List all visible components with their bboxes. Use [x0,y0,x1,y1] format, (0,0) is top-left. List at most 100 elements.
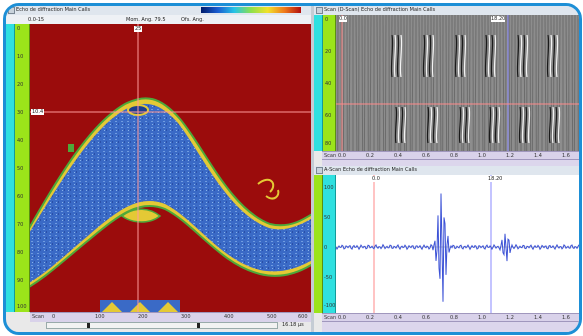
dscan-echo-line [525,34,529,78]
y-tick: 100 [17,304,27,310]
y-tick: 20 [325,49,332,55]
dscan-grain-line [348,15,351,151]
dscan-grain-line [424,15,427,151]
y-tick: 20 [17,82,24,88]
dscan-echo-line [397,106,401,144]
dscan-echo-line [393,34,397,78]
dscan-echo-line [457,34,461,78]
x-tick: 500 [267,314,277,320]
dscan-echo-line [432,106,436,144]
dscan-grain-line [537,15,540,151]
ascan-y-ruler[interactable] [314,175,323,313]
dscan-grain-line [565,15,568,151]
ascan-close-icon[interactable] [316,167,323,174]
left-window-title: Echo de diffraction Main Calls [16,7,91,13]
x-tick: 100 [95,314,105,320]
dscan-grain-line [418,15,421,151]
left-horizontal-scrollbar[interactable] [46,322,278,329]
dscan-close-icon[interactable] [316,7,323,14]
dscan-grain-line [447,15,450,151]
dscan-title: Scan (D-Scan) Echo de diffraction Main C… [324,7,436,13]
dscan-grain-line [361,15,364,151]
dscan-echo-line [467,106,471,144]
ascan-scrollbar[interactable] [322,321,579,332]
dscan-grain-line [363,15,366,151]
x-tick: 0.0 [338,315,346,321]
dscan-echo-line [487,34,491,78]
x-tick: 0.8 [450,153,458,159]
dscan-scrollbar[interactable] [322,159,579,166]
dscan-y-ruler[interactable]: 0 20 40 60 80 [323,15,336,151]
x-tick: 0 [52,314,56,320]
y-tick: -50 [324,275,333,281]
dscan-echo-line [484,34,488,78]
dscan-echo-line [394,106,398,144]
x-tick: 1.2 [506,315,514,321]
y-tick: 90 [17,278,24,284]
pane-divider[interactable] [311,6,314,332]
y-tick: 0 [17,26,21,32]
x-tick: 0.6 [422,315,430,321]
x-axis-label: Scan [32,314,45,320]
sscan-image[interactable] [30,24,311,312]
dscan-grain [337,15,579,151]
dscan-grain-line [453,15,456,151]
ascan-x-ruler[interactable]: Scan 0.0 0.2 0.4 0.6 0.8 1.0 1.2 1.4 1.6 [322,313,579,322]
dscan-x-ruler[interactable]: Scan 0.0 0.2 0.4 0.6 0.8 1.0 1.2 1.4 1.6 [322,151,579,160]
x-tick: 1.0 [478,315,486,321]
dscan-echo-line [425,34,429,78]
ascan-cyan-ruler[interactable]: 100 50 0 -50 -100 [323,175,336,313]
dscan-grain-line [487,15,490,151]
y-tick: 60 [17,194,24,200]
dscan-grain-line [382,15,385,151]
dscan-echo-line [490,34,494,78]
left-window-close-icon[interactable] [8,7,15,14]
dscan-echo-line [488,106,492,144]
y-tick: 50 [324,215,331,221]
dscan-echo-line [428,34,432,78]
dscan-echo-line [551,106,555,144]
ascan-plot[interactable] [336,175,579,313]
scroll-marker-right[interactable] [197,323,200,328]
left-y-ruler[interactable]: 0 10 20 30 40 50 60 70 80 90 100 [15,24,30,312]
dscan-grain-line [481,15,484,151]
dscan-marker-right: 18.20 [491,16,506,22]
dscan-echo-line [548,106,552,144]
dscan-grain-line [544,15,547,151]
dscan-echo-line [400,106,404,144]
dscan-echo-line [497,106,501,144]
x-tick: 1.6 [562,315,570,321]
dscan-grain-line [384,15,387,151]
dscan-echo-line [458,106,462,144]
y-tick: 60 [325,113,332,119]
dscan-echo-line [426,106,430,144]
status-field-gate: 0.0-15 [28,17,45,23]
ascan-title: A-Scan Echo de diffraction Main Calls [324,167,417,173]
dscan-echo-line [491,106,495,144]
dscan-grain-line [405,15,408,151]
dscan-echo-line [554,106,558,144]
dscan-image[interactable] [336,15,579,151]
dscan-echo-line [431,34,435,78]
dscan-cyan-ruler[interactable] [314,15,323,151]
dscan-echo-line [546,34,550,78]
indication-right-hook [257,178,280,200]
x-tick: 0.8 [450,315,458,321]
dscan-echo-line [527,106,531,144]
material-band [30,103,311,283]
dscan-grain-line [355,15,358,151]
scroll-marker-left[interactable] [87,323,90,328]
x-tick: 1.2 [506,153,514,159]
x-tick: 1.4 [534,153,542,159]
x-tick: 0.0 [338,153,346,159]
dscan-echo-line [463,34,467,78]
left-cyan-ruler[interactable] [6,24,15,312]
left-x-ruler[interactable]: Scan 0 100 200 300 400 500 600 [30,312,311,322]
y-tick: 40 [325,81,332,87]
indication-left-dot [68,144,74,152]
sscan-footer-value: 16.18 µs [282,322,304,328]
x-tick: 0.2 [366,315,374,321]
dscan-echo-line [460,34,464,78]
ascan-marker-left: 0.0 [372,176,380,182]
status-field-offset: Ofs. Ang. [181,17,204,23]
